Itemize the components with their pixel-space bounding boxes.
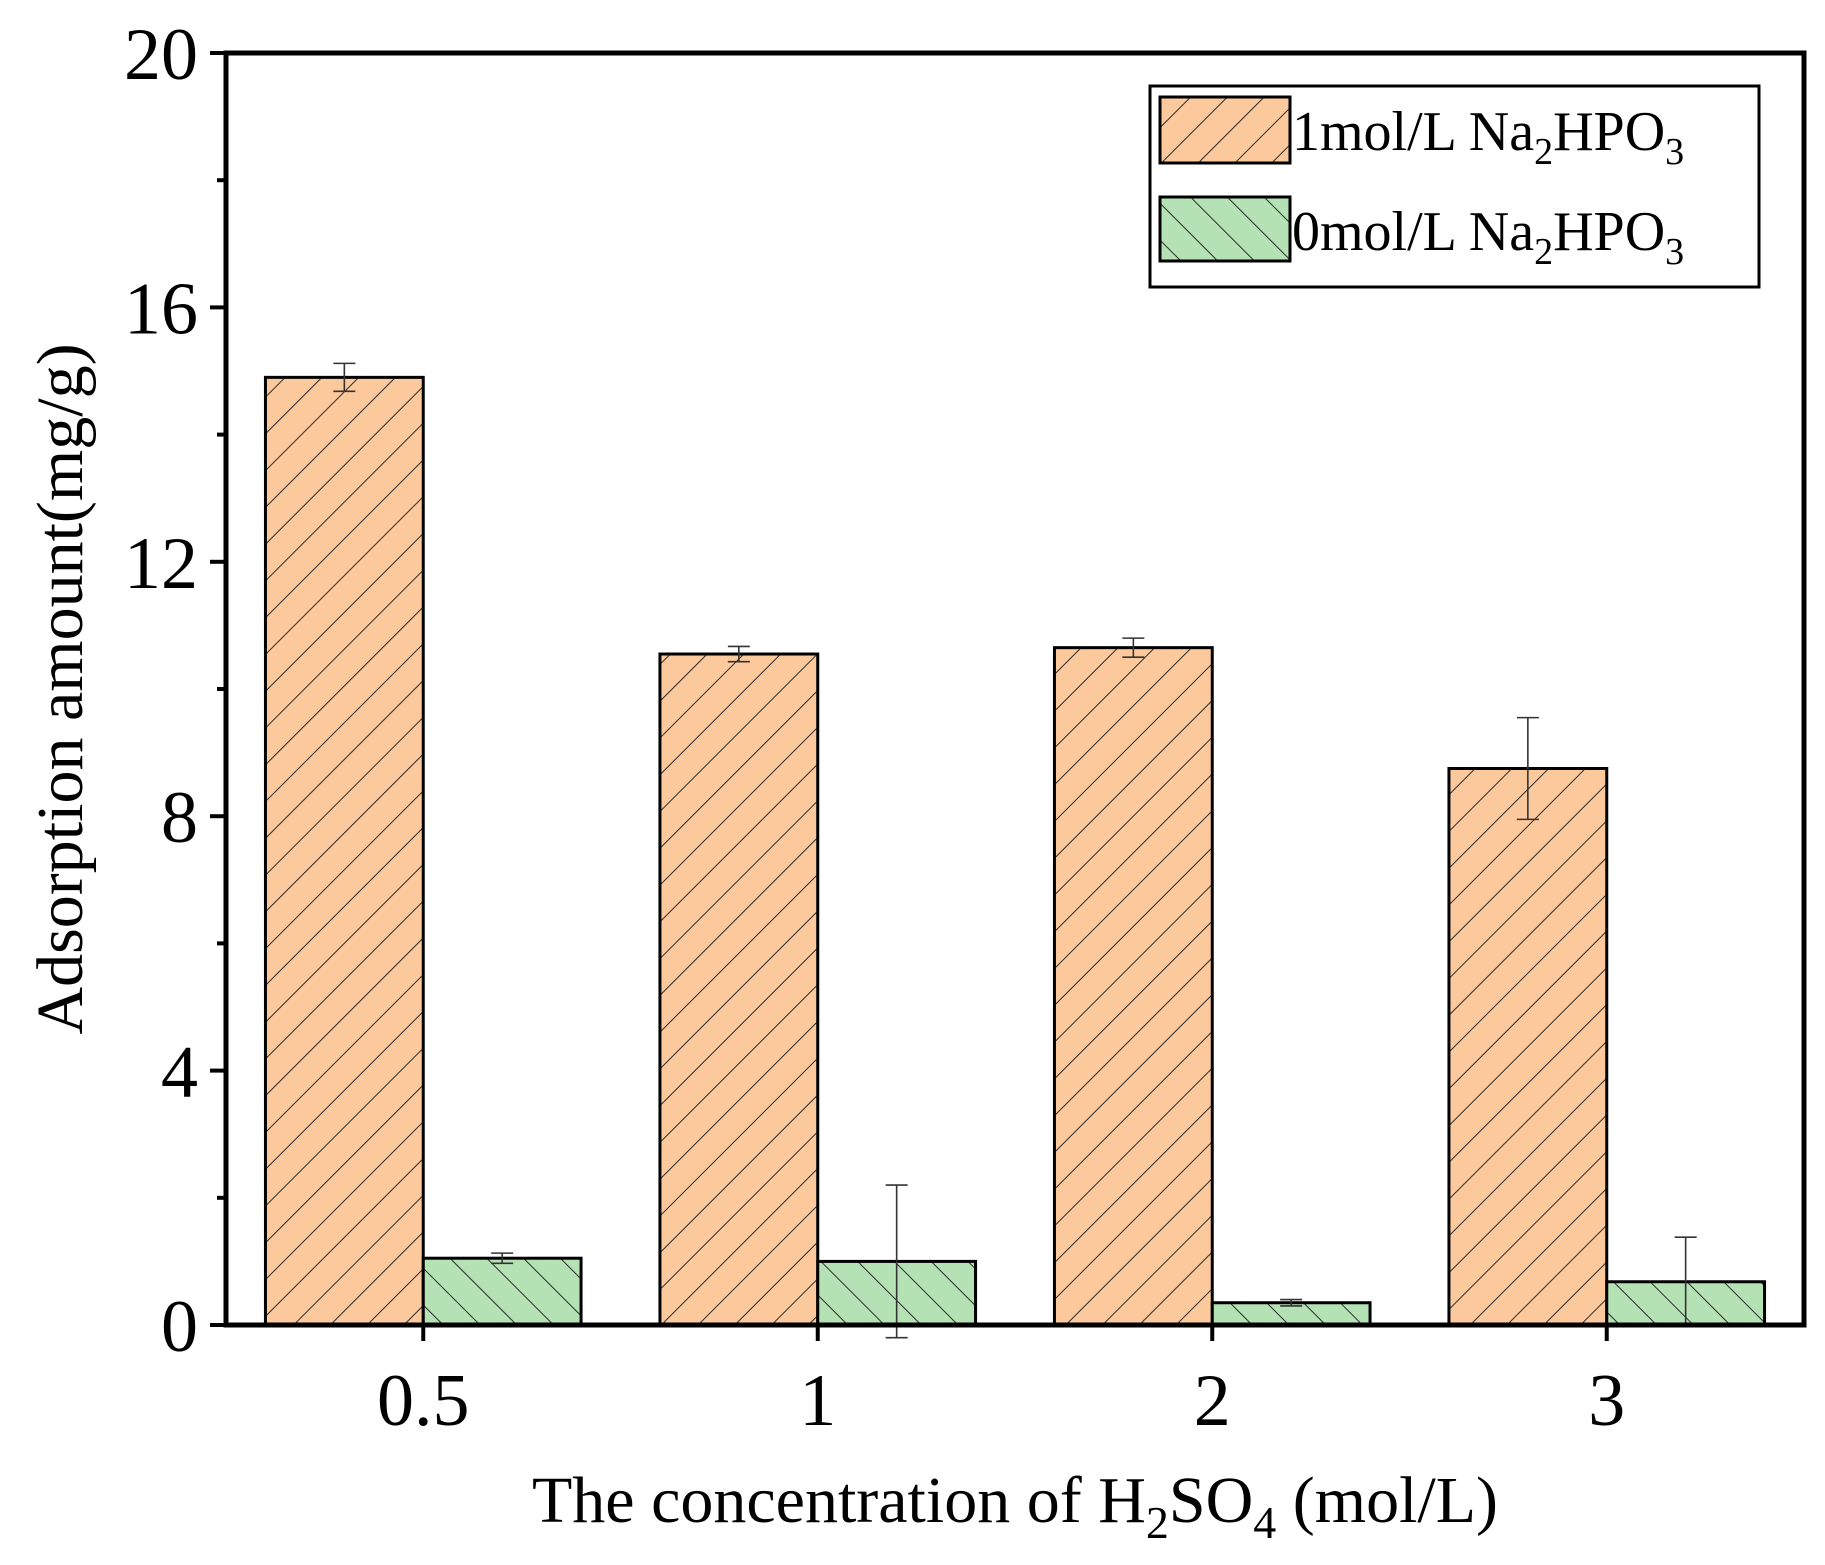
legend-item-series-2: 0mol/L Na2HPO3 [1158,195,1684,273]
legend-label-series-1: 1mol/L Na2HPO3 [1292,101,1684,173]
bar-hatch-2-0.5 [421,1256,583,1327]
y-tick-label-8: 8 [161,777,198,859]
error-bars-layer [333,362,1697,1339]
y-tick-label-16: 16 [124,268,198,350]
y-tick-label-0: 0 [161,1286,198,1368]
bar-hatch-1-0.5 [263,375,425,1327]
y-axis: 0 4 8 12 16 20 [124,14,226,1368]
bar-hatch-1-1 [658,652,820,1327]
x-axis: 0.5 1 2 3 [377,1325,1625,1442]
error-bar-2-1 [885,1184,908,1339]
error-bar-1-0.5 [333,362,356,393]
legend: 1mol/L Na2HPO3 0mol/L Na2HPO3 [1148,84,1761,289]
legend-item-series-1: 1mol/L Na2HPO3 [1158,95,1684,173]
legend-label-series-2: 0mol/L Na2HPO3 [1292,201,1684,273]
x-tick-label-1: 1 [799,1360,836,1442]
x-axis-label: The concentration of H2SO4 (mol/L) [532,1464,1498,1548]
bar-hatch-1-3 [1447,767,1609,1327]
error-bar-1-1 [727,645,750,663]
legend-swatch-hatch-series-2 [1158,195,1292,263]
y-tick-label-12: 12 [124,523,198,605]
x-tick-label-3: 3 [1588,1360,1625,1442]
x-tick-label-2: 2 [1194,1360,1231,1442]
bar-hatch-1-2 [1052,646,1214,1327]
legend-swatch-hatch-series-1 [1158,95,1292,165]
y-axis-label: Adsorption amount(mg/g) [24,343,97,1034]
error-bar-2-0.5 [491,1252,514,1265]
error-bar-1-2 [1122,637,1145,659]
error-bar-2-2 [1280,1298,1303,1307]
error-bar-1-3 [1516,716,1539,821]
y-tick-label-4: 4 [161,1032,198,1114]
y-tick-label-20: 20 [124,14,198,96]
bars-layer [263,375,1767,1327]
x-tick-label-0.5: 0.5 [377,1360,470,1442]
